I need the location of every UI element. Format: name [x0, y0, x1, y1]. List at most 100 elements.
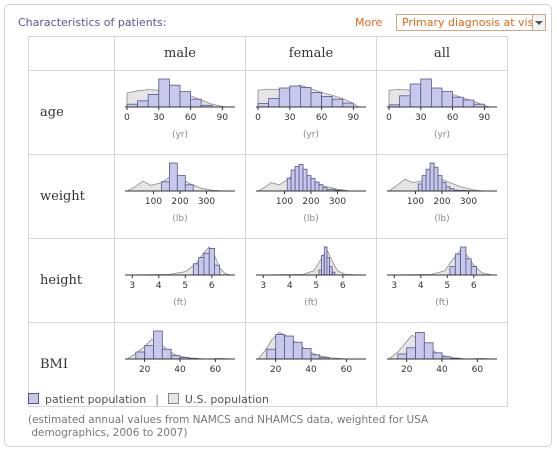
patient-bar	[318, 184, 324, 192]
x-tick-label: 300	[460, 197, 477, 207]
patient-bar	[179, 91, 192, 108]
chevron-down-icon[interactable]	[532, 15, 545, 30]
x-tick-label: 3	[391, 281, 397, 291]
x-tick-label: 100	[276, 197, 293, 207]
patient-bar	[445, 186, 451, 192]
x-tick-label: 300	[329, 197, 346, 207]
histogram-age-female: 0 30 60 90 (yr)	[255, 84, 366, 140]
patient-bar	[449, 266, 456, 276]
patient-bar	[452, 96, 464, 108]
patient-bar	[454, 253, 462, 276]
x-tick-label: 0	[386, 113, 392, 123]
x-tick-label: 20	[401, 365, 413, 375]
patient-swatch	[28, 393, 39, 404]
patient-bar	[300, 86, 312, 108]
data-source-note: (estimated annual values from NAMCS and …	[28, 414, 508, 440]
x-tick-label: 4	[287, 281, 293, 291]
patient-bar	[268, 98, 280, 108]
legend-us-label: U.S. population	[184, 393, 269, 406]
patient-bar	[161, 181, 170, 192]
patient-bar	[192, 263, 200, 276]
characteristics-table: male female all age 0 30 60 90 (yr) 0 30 60 90 (…	[28, 36, 508, 407]
x-tick-label: 6	[340, 281, 346, 291]
x-tick-label: 90	[479, 113, 491, 123]
patient-bar	[289, 85, 301, 108]
patient-bar	[266, 348, 276, 360]
column-header-female: female	[245, 36, 377, 71]
patient-bar	[184, 184, 194, 192]
row-label-height: height	[28, 238, 115, 323]
x-tick-label: 5	[313, 281, 319, 291]
patient-bar	[310, 91, 323, 108]
unit-label: (ft)	[173, 298, 187, 308]
legend-patient-label: patient population	[45, 393, 147, 406]
patient-bar	[290, 169, 296, 192]
histogram-bmi-female: 20 40 60	[256, 331, 366, 375]
patient-bar	[462, 99, 475, 108]
patient-bar	[310, 354, 321, 360]
diagnosis-dropdown[interactable]: Primary diagnosis at visit	[396, 14, 546, 31]
patient-bar	[406, 347, 416, 360]
patient-bar	[198, 257, 205, 276]
x-tick-label: 200	[171, 197, 188, 207]
patient-bar	[169, 84, 181, 108]
unit-label: (ft)	[304, 298, 318, 308]
patient-bar	[306, 175, 312, 192]
patient-bar	[257, 103, 270, 108]
x-tick-label: 4	[156, 281, 162, 291]
column-header-all: all	[376, 36, 508, 71]
patient-bar	[214, 264, 221, 276]
table-row: BMI 20 40 60 20 40 60 20 40 60	[28, 322, 508, 407]
patient-bar	[409, 83, 422, 108]
x-tick-label: 0	[255, 113, 261, 123]
x-tick-label: 40	[174, 365, 186, 375]
row-label-age: age	[28, 70, 115, 155]
hist-cell: 100 200 300 (lb)	[245, 154, 377, 239]
hist-cell: 0 30 60 90 (yr)	[245, 70, 377, 155]
x-tick-label: 4	[418, 281, 424, 291]
patient-bar	[278, 87, 291, 108]
patient-bar	[423, 342, 434, 360]
patient-bar	[314, 181, 320, 192]
hist-cell: 20 40 60	[114, 322, 246, 407]
more-link[interactable]: More	[355, 16, 383, 29]
patient-bar	[275, 333, 285, 360]
patient-bar	[342, 102, 354, 108]
table-row: age 0 30 60 90 (yr) 0 30 60 90 (yr) 0 30 60 90 (yr)	[28, 70, 508, 155]
unit-label: (ft)	[435, 298, 449, 308]
patient-bar	[321, 95, 333, 108]
patient-bar	[176, 175, 186, 192]
table-row: weight 100 200 300 (lb) 100 200 300 (lb) 100 20…	[28, 154, 508, 239]
histogram-age-all: 0 30 60 90 (yr)	[386, 78, 497, 140]
unit-label: (yr)	[434, 130, 450, 140]
histogram-weight-female: 100 200 300 (lb)	[256, 163, 366, 224]
x-tick-label: 60	[210, 365, 222, 375]
patient-bar	[432, 352, 443, 360]
patient-bar	[302, 168, 308, 192]
x-tick-label: 100	[145, 197, 162, 207]
patient-bar	[208, 247, 215, 276]
patient-bar	[137, 100, 149, 108]
x-tick-label: 40	[436, 365, 448, 375]
patient-bar	[421, 175, 427, 192]
patient-bar	[441, 182, 447, 192]
histogram-height-female: 3 4 5 6 (ft)	[256, 246, 366, 308]
note-line: (estimated annual values from NAMCS and …	[28, 414, 429, 426]
column-header-male: male	[114, 36, 246, 71]
x-tick-label: 30	[415, 113, 427, 123]
patient-bar	[292, 341, 303, 360]
patient-bar	[298, 163, 304, 192]
x-tick-label: 30	[284, 113, 296, 123]
histogram-bmi-all: 20 40 60	[387, 331, 497, 375]
patient-bar	[331, 98, 344, 108]
x-tick-label: 20	[270, 365, 282, 375]
patient-bar	[158, 78, 170, 108]
histogram-height-male: 3 4 5 6 (ft)	[125, 246, 235, 308]
patient-bar	[431, 87, 443, 108]
legend: patient population | U.S. population	[28, 393, 269, 406]
patient-bar	[161, 348, 172, 360]
x-tick-label: 90	[217, 113, 229, 123]
hist-cell: 20 40 60	[376, 322, 508, 407]
x-tick-label: 3	[129, 281, 135, 291]
x-tick-label: 60	[316, 113, 328, 123]
